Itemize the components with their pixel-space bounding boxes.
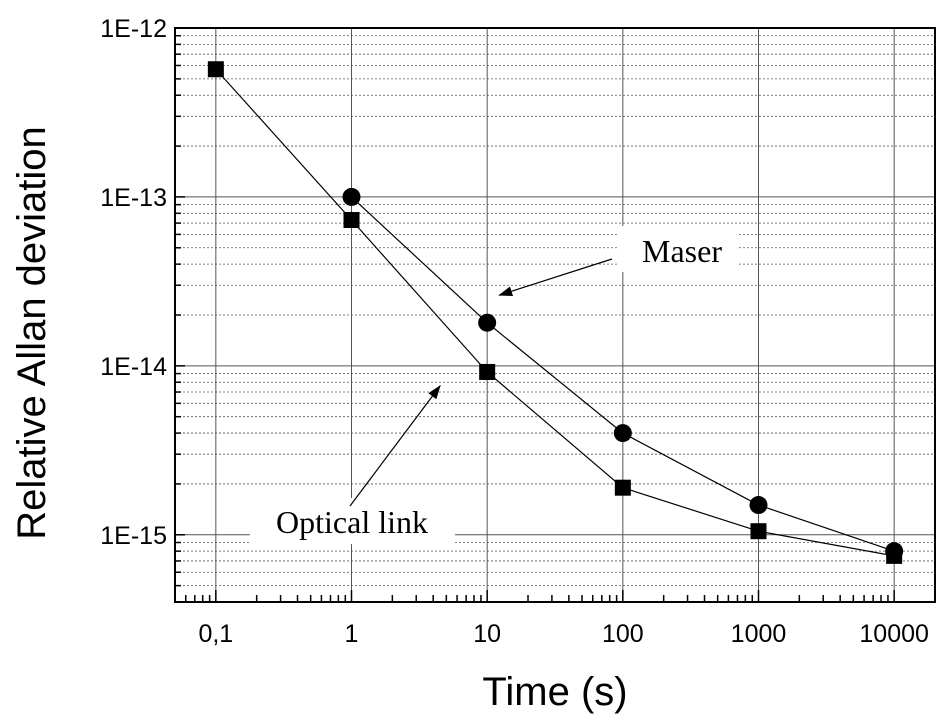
x-tick-label: 100 [602, 620, 644, 648]
annotation-arrow [498, 258, 613, 297]
series-line-1 [215, 68, 895, 557]
square-marker [750, 523, 767, 540]
y-tick-label: 1E-15 [100, 522, 167, 550]
y-tick-label: 1E-12 [100, 15, 167, 43]
grid [175, 27, 935, 603]
x-tick-label: 0,1 [198, 620, 233, 648]
annotation-background [618, 226, 738, 272]
y-tick-label: 1E-14 [100, 353, 167, 381]
circle-marker [613, 424, 632, 443]
annotation-arrow [349, 385, 441, 507]
x-tick-label: 10 [473, 620, 501, 648]
circle-marker [478, 313, 497, 332]
square-marker [343, 212, 360, 229]
square-marker [614, 479, 631, 496]
plot-series [207, 61, 904, 564]
y-tick-label: 1E-13 [100, 184, 167, 212]
y-axis-title: Relative Allan deviation [10, 126, 54, 540]
x-tick-label: 10000 [859, 620, 929, 648]
maser-label: Maser [642, 233, 722, 269]
axes: 0,1 1 10 100 1000 10000 1E-12 1E-13 1E-14 1E-15 [100, 15, 936, 648]
x-axis-title: Time (s) [482, 670, 627, 714]
annotation-background [250, 498, 455, 544]
square-marker [479, 363, 496, 380]
square-marker [207, 61, 224, 78]
optical-link-label: Optical link [276, 504, 428, 540]
annotations: Maser Optical link [250, 226, 738, 544]
x-tick-label: 1 [345, 620, 359, 648]
circle-marker [342, 187, 361, 206]
circle-marker [749, 496, 768, 515]
square-marker [886, 547, 903, 564]
x-tick-label: 1000 [731, 620, 787, 648]
